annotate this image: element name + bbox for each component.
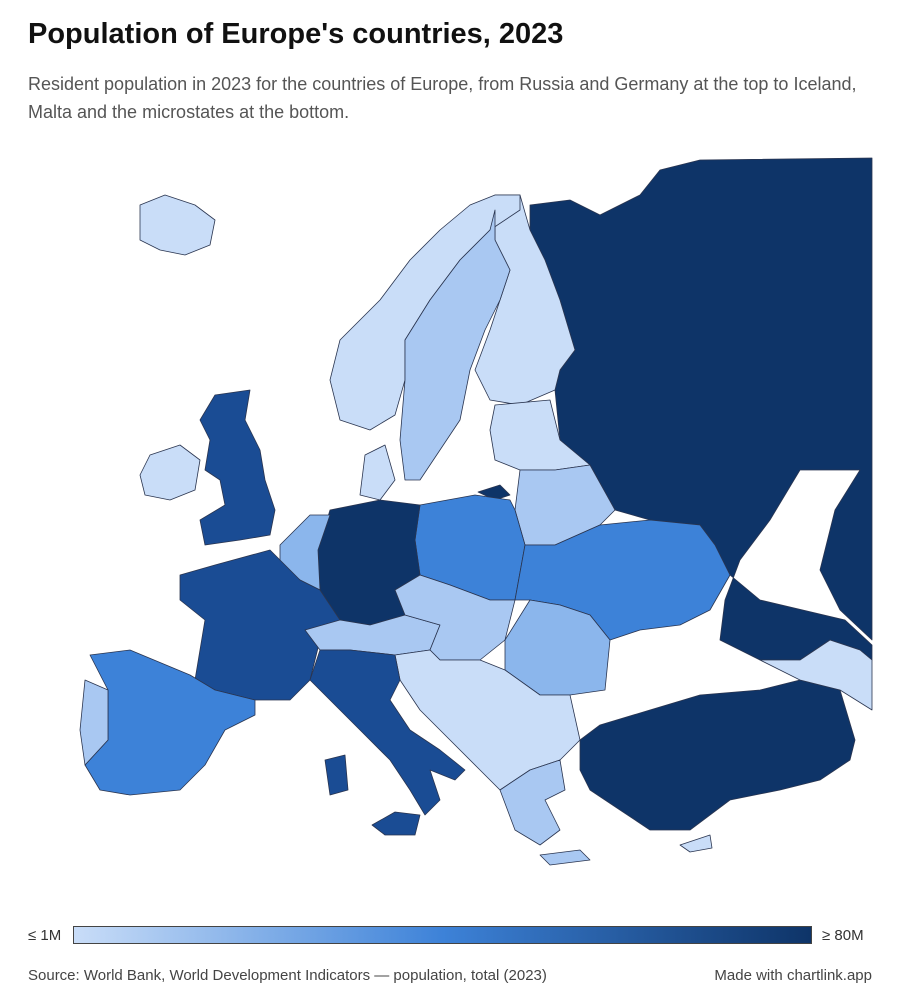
legend-max-label: ≥ 80M [822, 927, 864, 944]
country [679, 834, 713, 853]
country [324, 754, 349, 796]
country [79, 679, 109, 766]
title: Population of Europe's countries, 2023 [28, 18, 564, 50]
country [579, 679, 856, 831]
country [371, 811, 421, 836]
country [394, 649, 581, 791]
country [499, 759, 566, 846]
country [139, 444, 201, 501]
country [394, 574, 516, 661]
legend-min-label: ≤ 1M [28, 927, 62, 944]
credit: Made with chartlink.app [714, 967, 872, 984]
country [199, 389, 276, 546]
country [759, 639, 873, 711]
subtitle: Resident population in 2023 for the coun… [28, 74, 857, 122]
source: Source: World Bank, World Development In… [28, 967, 547, 984]
country [309, 649, 466, 816]
legend-gradient [73, 926, 812, 944]
country [359, 444, 396, 501]
country [139, 194, 216, 256]
country [399, 209, 511, 481]
country [539, 849, 591, 866]
map [79, 157, 873, 866]
